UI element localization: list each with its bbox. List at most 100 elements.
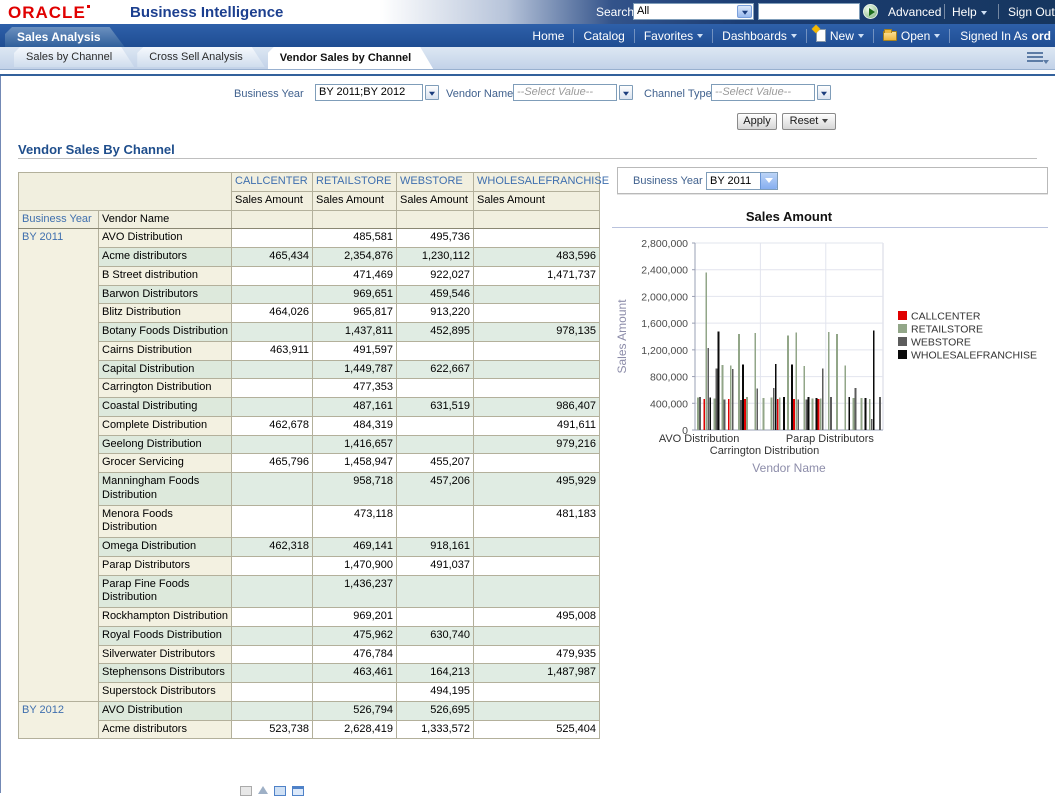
tab-sales-by-channel[interactable]: Sales by Channel xyxy=(14,47,134,67)
page-tab-strip: Sales by Channel Cross Sell Analysis Ven… xyxy=(0,47,1055,70)
svg-text:Parap Distributors: Parap Distributors xyxy=(786,433,875,445)
divider xyxy=(805,28,807,43)
sales-amount-cell xyxy=(396,378,474,398)
sales-amount-cell: 986,407 xyxy=(473,397,600,417)
vendor-name-cell: Silverwater Distributors xyxy=(98,644,232,665)
table-row: Superstock Distributors 494,195 xyxy=(19,682,600,702)
tab-vendor-sales-by-channel[interactable]: Vendor Sales by Channel xyxy=(268,47,433,69)
sales-amount-cell: 978,135 xyxy=(473,322,600,342)
sales-amount-cell: 1,449,787 xyxy=(312,359,397,380)
sales-amount-cell xyxy=(473,284,600,305)
column-header-callcenter[interactable]: CALLCENTER xyxy=(231,172,313,192)
table-view-icon[interactable] xyxy=(240,786,252,796)
table-row: Cairns Distribution 463,911 491,597 xyxy=(19,340,600,361)
row-header-vendor-name[interactable]: Vendor Name xyxy=(98,209,232,230)
sales-amount-cell xyxy=(396,607,474,627)
page-first-icon[interactable] xyxy=(274,786,286,796)
chart-prompt-box: Business Year BY 2011 xyxy=(617,167,1048,194)
sales-amount-cell: 913,220 xyxy=(396,303,474,323)
table-row: Blitz Distribution 464,026 965,817 913,220 xyxy=(19,303,600,323)
tab-cross-sell-analysis[interactable]: Cross Sell Analysis xyxy=(137,47,265,67)
chevron-down-icon xyxy=(857,34,864,39)
channel-type-filter-label: Channel Type xyxy=(644,88,712,100)
column-header-wholesalefranchise[interactable]: WHOLESALEFRANCHISE xyxy=(473,172,609,192)
dashboard-tab-sales-analysis[interactable]: Sales Analysis xyxy=(5,27,125,47)
table-row: Carrington Distribution 477,353 xyxy=(19,378,600,398)
page-rows-icon[interactable] xyxy=(292,786,304,796)
business-year-filter-label: Business Year xyxy=(234,88,304,100)
sales-amount-cell xyxy=(231,284,313,305)
vendor-name-filter-value[interactable]: --Select Value-- xyxy=(513,84,617,101)
sales-amount-cell: 630,740 xyxy=(396,625,474,646)
nav-new[interactable]: New xyxy=(807,24,873,43)
navbar: Sales Analysis Home Catalog Favorites Da… xyxy=(0,24,1055,47)
vendor-name-dropdown-button[interactable] xyxy=(619,85,633,100)
divider xyxy=(872,28,874,43)
divider xyxy=(0,74,1055,76)
chart-title: Sales Amount xyxy=(745,209,833,224)
measure-header: Sales Amount xyxy=(231,190,313,211)
sales-amount-cell: 455,207 xyxy=(396,453,474,473)
sales-amount-cell: 462,318 xyxy=(231,537,313,557)
sales-amount-cell: 523,738 xyxy=(231,719,313,740)
divider xyxy=(712,28,714,43)
nav-catalog[interactable]: Catalog xyxy=(583,28,625,43)
vendor-name-cell: Complete Distribution xyxy=(98,415,232,436)
header-blank xyxy=(396,209,474,230)
sign-out-link[interactable]: Sign Out xyxy=(1008,5,1055,19)
nav-favorites[interactable]: Favorites xyxy=(635,29,712,43)
channel-type-dropdown-button[interactable] xyxy=(817,85,831,100)
apply-button[interactable]: Apply xyxy=(737,113,777,130)
sales-amount-cell xyxy=(473,359,600,380)
sales-amount-cell xyxy=(231,378,313,398)
sales-amount-cell: 459,546 xyxy=(396,284,474,305)
table-row: Parap Distributors 1,470,900 491,037 xyxy=(19,555,600,576)
svg-text:AVO Distribution: AVO Distribution xyxy=(659,433,740,445)
column-header-webstore[interactable]: WEBSTORE xyxy=(396,172,474,192)
sales-amount-cell: 1,333,572 xyxy=(396,719,474,740)
chevron-down-icon[interactable] xyxy=(760,173,777,189)
divider xyxy=(573,28,575,43)
header-blank xyxy=(473,209,600,230)
sales-amount-cell xyxy=(231,265,313,286)
sales-amount-cell: 958,718 xyxy=(312,472,397,506)
search-go-button[interactable] xyxy=(863,4,878,19)
sales-amount-cell: 462,678 xyxy=(231,415,313,436)
nav-dashboards[interactable]: Dashboards xyxy=(713,29,806,43)
svg-text:RETAILSTORE: RETAILSTORE xyxy=(911,324,983,336)
vendor-name-cell: Geelong Distribution xyxy=(98,434,232,455)
table-row: Silverwater Distributors 476,784 479,935 xyxy=(19,644,600,665)
vendor-name-cell: Grocer Servicing xyxy=(98,453,232,473)
business-year-dropdown-button[interactable] xyxy=(425,85,439,100)
channel-type-filter-value[interactable]: --Select Value-- xyxy=(711,84,815,101)
sales-amount-cell xyxy=(396,415,474,436)
username[interactable]: ord xyxy=(1031,28,1051,43)
chart-business-year-select[interactable]: BY 2011 xyxy=(706,172,778,190)
sales-amount-cell xyxy=(473,682,600,702)
sales-amount-cell: 457,206 xyxy=(396,472,474,506)
page-options-icon[interactable] xyxy=(1027,52,1049,64)
search-scope-select[interactable]: All xyxy=(633,3,754,20)
up-arrow-icon[interactable] xyxy=(258,786,268,794)
nav-open[interactable]: Open xyxy=(874,28,949,43)
table-row: Royal Foods Distribution 475,962 630,740 xyxy=(19,625,600,646)
divider xyxy=(0,76,1,793)
help-menu[interactable]: Help xyxy=(952,5,987,19)
nav-home[interactable]: Home xyxy=(532,28,565,43)
table-row: Botany Foods Distribution 1,437,811 452,89… xyxy=(19,322,600,342)
chevron-down-icon[interactable] xyxy=(737,5,752,18)
column-header-retailstore[interactable]: RETAILSTORE xyxy=(312,172,397,192)
reset-button[interactable]: Reset xyxy=(782,113,836,130)
search-input[interactable] xyxy=(758,3,860,20)
business-year-filter-value[interactable]: BY 2011;BY 2012 xyxy=(315,84,423,101)
signed-in-as-label: Signed In As xyxy=(960,28,1028,43)
vendor-name-cell: Carrington Distribution xyxy=(98,378,232,398)
sales-amount-cell xyxy=(473,453,600,473)
row-header-business-year[interactable]: Business Year xyxy=(18,209,99,230)
chevron-down-icon xyxy=(822,119,829,124)
sales-amount-cell: 487,161 xyxy=(312,397,397,417)
sales-amount-cell: 622,667 xyxy=(396,359,474,380)
measure-header: Sales Amount xyxy=(473,190,600,211)
advanced-link[interactable]: Advanced xyxy=(888,5,942,19)
vendor-name-cell: Botany Foods Distribution xyxy=(98,322,232,342)
